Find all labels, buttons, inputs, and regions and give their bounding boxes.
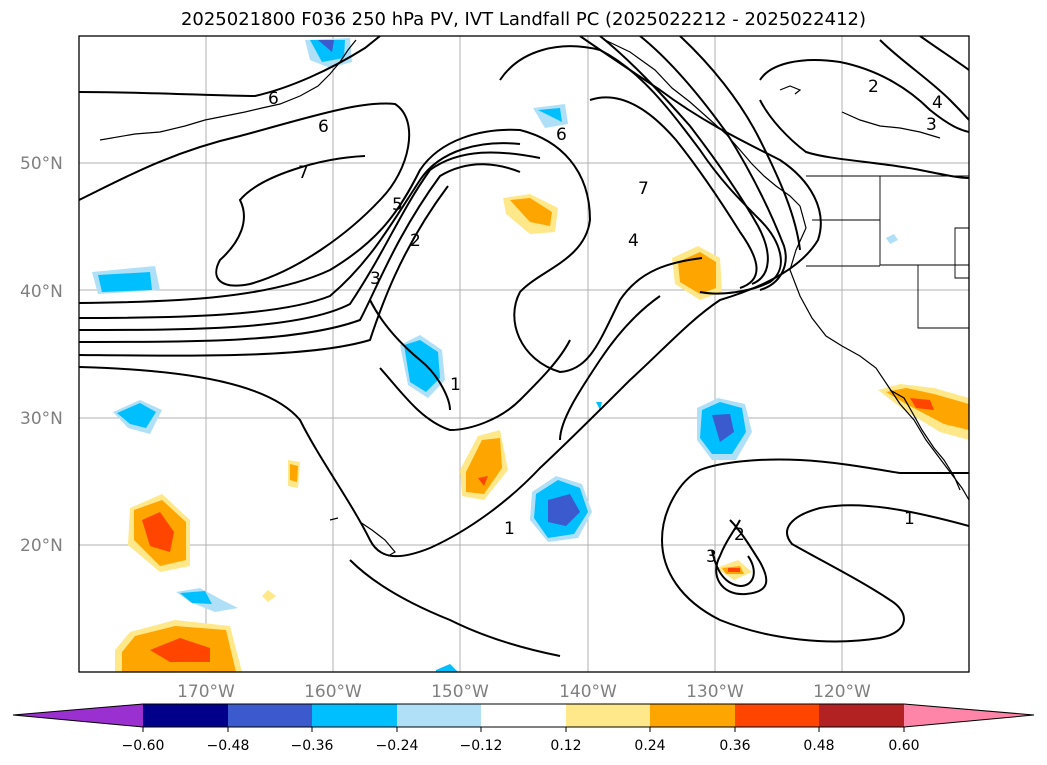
colorbar-tick-label: 0.12 bbox=[550, 738, 581, 754]
colorbar-tick-label: 0.48 bbox=[803, 738, 834, 754]
shaded-anomalies bbox=[92, 38, 969, 672]
map-area bbox=[79, 36, 969, 672]
latitude-labels: 20°N 30°N 40°N 50°N bbox=[20, 154, 63, 556]
contour-label: 1 bbox=[504, 519, 515, 539]
contour-label: 3 bbox=[926, 115, 937, 135]
gridlines bbox=[79, 36, 969, 672]
colorbar-tick-label: −0.36 bbox=[291, 738, 334, 754]
longitude-labels: 170°W 160°W 150°W 140°W 130°W 120°W bbox=[177, 682, 871, 702]
contour-label: 7 bbox=[638, 179, 649, 199]
contour-label: 2 bbox=[734, 525, 745, 545]
contour-label: 2 bbox=[868, 77, 879, 97]
contour-label: 1 bbox=[904, 509, 915, 529]
pv-contours bbox=[79, 36, 969, 657]
contour-label: 3 bbox=[706, 547, 717, 567]
colorbar-bin bbox=[650, 704, 735, 727]
lon-label: 170°W bbox=[177, 682, 235, 702]
lon-label: 130°W bbox=[686, 682, 744, 702]
colorbar-tick-label: −0.12 bbox=[460, 738, 503, 754]
colorbar-bin bbox=[481, 704, 566, 727]
contour-labels: 6 6 7 5 2 3 1 6 7 4 2 4 3 1 2 3 1 bbox=[268, 77, 943, 567]
lat-label: 20°N bbox=[20, 536, 63, 556]
colorbar-tick-label: 0.24 bbox=[634, 738, 665, 754]
colorbar-tick-label: −0.24 bbox=[376, 738, 419, 754]
colorbar-tick-label: −0.60 bbox=[122, 738, 165, 754]
colorbar-bin bbox=[566, 704, 650, 727]
colorbar-extend-high bbox=[904, 704, 1034, 727]
lon-label: 160°W bbox=[304, 682, 362, 702]
contour-label: 6 bbox=[268, 89, 279, 109]
contour-label: 5 bbox=[392, 195, 403, 215]
contour-label: 4 bbox=[932, 93, 943, 113]
colorbar-tick-label: 0.60 bbox=[888, 738, 919, 754]
colorbar-tick-label: −0.48 bbox=[207, 738, 250, 754]
lat-label: 30°N bbox=[20, 409, 63, 429]
contour-label: 3 bbox=[370, 269, 381, 289]
colorbar-bin bbox=[143, 704, 228, 727]
contour-label: 6 bbox=[318, 117, 329, 137]
contour-label: 4 bbox=[628, 231, 639, 251]
contour-label: 2 bbox=[410, 231, 421, 251]
colorbar-tick-label: 0.36 bbox=[719, 738, 750, 754]
contour-label: 7 bbox=[298, 163, 309, 183]
map-border bbox=[78, 35, 970, 673]
colorbar-bin bbox=[397, 704, 481, 727]
contour-label: 6 bbox=[556, 125, 567, 145]
lat-label: 40°N bbox=[20, 282, 63, 302]
lon-label: 150°W bbox=[431, 682, 489, 702]
colorbar-bin bbox=[228, 704, 312, 727]
lon-label: 120°W bbox=[813, 682, 871, 702]
political-borders bbox=[806, 175, 969, 329]
colorbar-bin bbox=[312, 704, 397, 727]
lon-label: 140°W bbox=[559, 682, 617, 702]
contour-label: 1 bbox=[450, 375, 461, 395]
map-title: 2025021800 F036 250 hPa PV, IVT Landfall… bbox=[180, 9, 867, 30]
colorbar-extend-low bbox=[13, 704, 143, 727]
lat-label: 50°N bbox=[20, 154, 63, 174]
colorbar: −0.60 −0.48 −0.36 −0.24 −0.12 0.12 0.24 … bbox=[12, 703, 1035, 754]
colorbar-bin bbox=[735, 704, 819, 727]
colorbar-bin bbox=[819, 704, 904, 727]
